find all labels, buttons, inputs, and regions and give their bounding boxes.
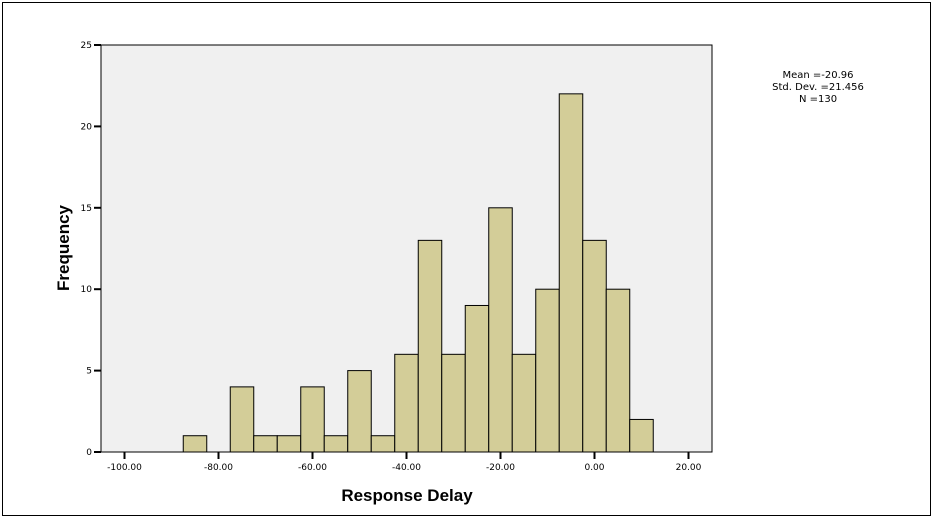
histogram-bar	[558, 93, 584, 453]
histogram-bar	[535, 288, 560, 453]
stats-legend: Mean =-20.96 Std. Dev. =21.456 N =130	[772, 70, 864, 105]
histogram-bar	[182, 435, 208, 453]
histogram-bar	[394, 353, 419, 453]
histogram-bar	[464, 304, 490, 453]
histogram-bar	[605, 288, 631, 453]
x-tick-label: -80.00	[204, 463, 233, 473]
stats-n: N =130	[799, 94, 837, 105]
x-tick-label: 20.00	[676, 463, 702, 473]
histogram-bar	[417, 239, 443, 453]
histogram-bar	[253, 435, 278, 453]
y-tick-label: 0	[86, 448, 92, 458]
x-axis-ticks: -100.00 -80.00 -60.00 -40.00 -20.00 0.00 20.00	[107, 452, 702, 473]
histogram-bar	[582, 239, 607, 453]
histogram-bar	[323, 435, 349, 453]
x-tick-label: 0.00	[584, 463, 604, 473]
y-axis-title: Frequency	[54, 204, 73, 291]
histogram-bar	[629, 418, 654, 453]
x-tick-label: -60.00	[298, 463, 327, 473]
stats-mean: Mean =-20.96	[782, 70, 853, 81]
histogram-bar	[276, 435, 302, 453]
x-tick-label: -100.00	[107, 463, 142, 473]
y-tick-label: 25	[81, 41, 92, 51]
histogram-bar	[488, 207, 513, 453]
x-axis-title: Response Delay	[341, 486, 473, 505]
histogram-bar	[511, 353, 537, 453]
histogram-bar	[300, 386, 325, 453]
y-tick-label: 20	[81, 122, 93, 132]
y-axis-ticks: 0 5 10 15 20 25	[81, 41, 101, 458]
histogram-bar	[347, 370, 372, 453]
x-tick-label: -40.00	[392, 463, 421, 473]
bar-group	[182, 93, 654, 453]
y-tick-label: 15	[81, 204, 92, 214]
histogram-bar	[370, 435, 396, 453]
stats-std-dev: Std. Dev. =21.456	[772, 82, 864, 93]
histogram-bar	[441, 353, 466, 453]
y-tick-label: 5	[86, 367, 92, 377]
x-tick-label: -20.00	[486, 463, 515, 473]
histogram-bar	[229, 386, 255, 453]
y-tick-label: 10	[81, 285, 93, 295]
